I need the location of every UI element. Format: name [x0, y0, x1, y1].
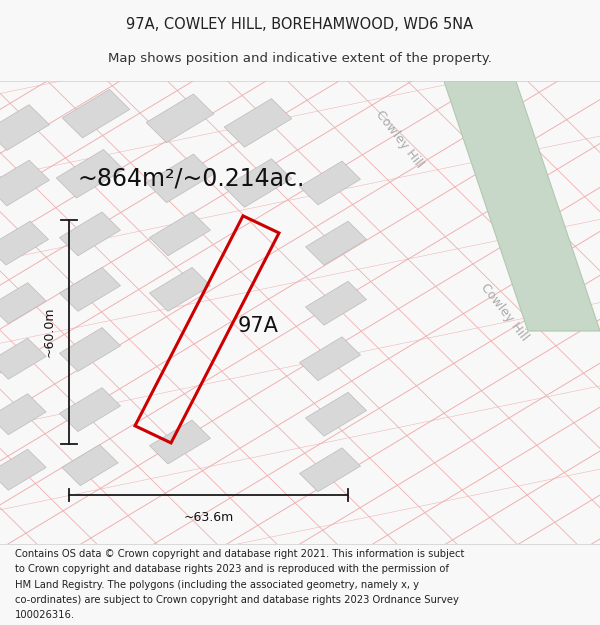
Text: Cowley Hill: Cowley Hill — [373, 108, 425, 170]
Polygon shape — [149, 420, 211, 464]
Polygon shape — [305, 392, 367, 436]
Polygon shape — [0, 282, 46, 324]
Text: ~63.6m: ~63.6m — [184, 511, 233, 524]
Polygon shape — [146, 94, 214, 142]
Text: 97A: 97A — [238, 316, 278, 336]
Polygon shape — [0, 394, 46, 435]
Polygon shape — [0, 221, 49, 265]
Polygon shape — [305, 221, 367, 265]
Text: 100026316.: 100026316. — [15, 609, 75, 619]
Polygon shape — [0, 338, 46, 379]
Polygon shape — [59, 388, 121, 431]
Polygon shape — [59, 268, 121, 311]
Text: ~60.0m: ~60.0m — [43, 307, 56, 358]
Polygon shape — [0, 104, 49, 151]
Polygon shape — [299, 161, 361, 205]
Text: to Crown copyright and database rights 2023 and is reproduced with the permissio: to Crown copyright and database rights 2… — [15, 564, 449, 574]
Polygon shape — [149, 212, 211, 256]
Polygon shape — [56, 149, 124, 198]
Polygon shape — [0, 160, 49, 206]
Polygon shape — [224, 99, 292, 147]
Polygon shape — [146, 154, 214, 202]
Text: 97A, COWLEY HILL, BOREHAMWOOD, WD6 5NA: 97A, COWLEY HILL, BOREHAMWOOD, WD6 5NA — [127, 17, 473, 32]
Polygon shape — [305, 281, 367, 325]
Polygon shape — [59, 212, 121, 256]
Polygon shape — [0, 449, 46, 490]
Polygon shape — [149, 268, 211, 311]
Polygon shape — [299, 337, 361, 381]
Polygon shape — [62, 89, 130, 138]
Polygon shape — [62, 444, 118, 486]
Polygon shape — [59, 328, 121, 371]
Polygon shape — [299, 448, 361, 492]
Text: Map shows position and indicative extent of the property.: Map shows position and indicative extent… — [108, 52, 492, 65]
Text: Contains OS data © Crown copyright and database right 2021. This information is : Contains OS data © Crown copyright and d… — [15, 549, 464, 559]
Text: ~864m²/~0.214ac.: ~864m²/~0.214ac. — [78, 166, 305, 191]
Polygon shape — [224, 159, 292, 208]
Text: Cowley Hill: Cowley Hill — [478, 281, 530, 344]
Polygon shape — [444, 81, 600, 331]
Text: HM Land Registry. The polygons (including the associated geometry, namely x, y: HM Land Registry. The polygons (includin… — [15, 579, 419, 589]
Text: co-ordinates) are subject to Crown copyright and database rights 2023 Ordnance S: co-ordinates) are subject to Crown copyr… — [15, 594, 459, 604]
